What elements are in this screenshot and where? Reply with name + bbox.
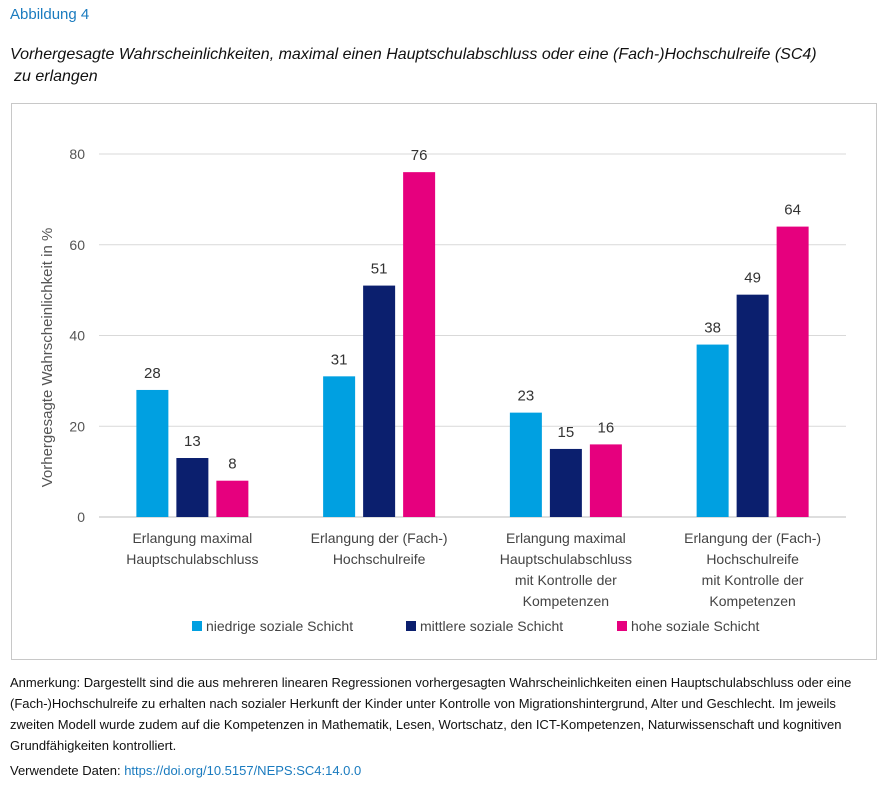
x-tick-label: Erlangung maximal xyxy=(132,530,252,546)
bar xyxy=(509,412,542,517)
data-label: 51 xyxy=(371,261,388,278)
legend-label: mittlere soziale Schicht xyxy=(420,618,563,634)
bar xyxy=(363,285,396,517)
x-tick-label: mit Kontrolle der xyxy=(515,572,617,588)
data-label: 23 xyxy=(518,388,535,405)
bar xyxy=(323,376,356,517)
bar-chart: 0 20 40 60 80 Vorhergesagte Wahrscheinlichkei… xyxy=(39,146,846,634)
chart-title-line-2: zu erlangen xyxy=(14,68,98,85)
data-label: 28 xyxy=(144,365,161,382)
source-label: Verwendete Daten: xyxy=(10,763,121,778)
bar xyxy=(549,448,582,517)
figure-label: Abbildung 4 xyxy=(10,6,90,23)
source-link[interactable]: https://doi.org/10.5157/NEPS:SC4:14.0.0 xyxy=(124,763,362,778)
legend-swatch xyxy=(617,621,627,631)
data-label: 64 xyxy=(784,202,801,219)
data-label: 8 xyxy=(228,456,236,473)
x-tick-label: mit Kontrolle der xyxy=(702,572,804,588)
x-tick-label: Kompetenzen xyxy=(523,593,609,609)
bar xyxy=(216,480,249,517)
data-label: 38 xyxy=(704,320,721,337)
bar xyxy=(736,294,769,517)
bar xyxy=(589,444,622,517)
y-tick-label: 60 xyxy=(69,237,85,253)
legend-label: niedrige soziale Schicht xyxy=(206,618,353,634)
y-tick-label: 40 xyxy=(69,328,85,344)
data-label: 31 xyxy=(331,351,348,368)
y-tick-label: 0 xyxy=(77,509,85,525)
x-tick-label: Erlangung maximal xyxy=(506,530,626,546)
bar xyxy=(176,458,209,517)
y-tick-label: 80 xyxy=(69,146,85,162)
x-tick-label: Hochschulreife xyxy=(706,551,799,567)
y-tick-label: 20 xyxy=(69,418,85,434)
bar xyxy=(696,344,729,517)
data-label: 76 xyxy=(411,147,428,164)
chart-title: Vorhergesagte Wahrscheinlichkeiten, maxi… xyxy=(10,44,870,88)
data-label: 15 xyxy=(558,424,575,441)
legend-swatch xyxy=(406,621,416,631)
bar xyxy=(403,172,436,517)
y-axis-title: Vorhergesagte Wahrscheinlichkeit in % xyxy=(39,228,56,488)
x-tick-label: Kompetenzen xyxy=(709,593,795,609)
bar xyxy=(776,226,809,517)
bar xyxy=(136,389,169,517)
legend-swatch xyxy=(192,621,202,631)
data-label: 49 xyxy=(744,270,761,287)
chart-title-line-1: Vorhergesagte Wahrscheinlichkeiten, maxi… xyxy=(10,46,817,63)
x-tick-label: Hochschulreife xyxy=(333,551,426,567)
x-tick-label: Erlangung der (Fach-) xyxy=(684,530,821,546)
annotation-note: Anmerkung: Dargestellt sind die aus mehr… xyxy=(10,675,852,753)
chart-frame: 0 20 40 60 80 Vorhergesagte Wahrscheinlichkei… xyxy=(11,103,877,660)
x-tick-label: Hauptschulabschluss xyxy=(126,551,258,567)
legend-label: hohe soziale Schicht xyxy=(631,618,760,634)
x-tick-label: Erlangung der (Fach-) xyxy=(311,530,448,546)
x-tick-label: Hauptschulabschluss xyxy=(500,551,632,567)
data-label: 13 xyxy=(184,433,201,450)
data-label: 16 xyxy=(598,419,615,436)
data-source: Verwendete Daten: https://doi.org/10.515… xyxy=(10,763,361,778)
